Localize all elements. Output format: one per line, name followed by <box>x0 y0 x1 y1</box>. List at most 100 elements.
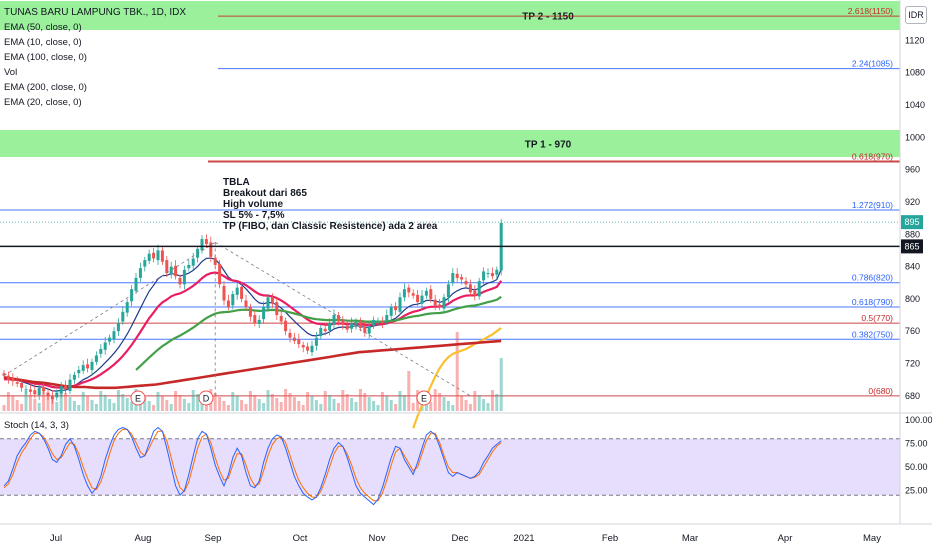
candle-body <box>28 389 32 392</box>
volume-bar <box>24 391 28 411</box>
candle-body <box>235 287 239 295</box>
candle-body <box>468 284 472 293</box>
candle-body <box>99 348 103 354</box>
candle-body <box>37 387 41 396</box>
volume-bar <box>156 392 160 411</box>
annotation-line: Breakout dari 865 <box>223 188 307 199</box>
volume-bar <box>451 405 455 411</box>
volume-bar <box>103 395 107 411</box>
stoch-tick-label: 100.00 <box>905 415 932 425</box>
stoch-band <box>0 438 900 496</box>
candle-body <box>134 277 138 291</box>
candle-body <box>253 315 257 324</box>
volume-bar <box>385 396 389 411</box>
candle-body <box>380 321 384 324</box>
time-tick-label: Nov <box>369 533 386 544</box>
ema20-line <box>4 271 503 389</box>
time-tick-label: Apr <box>778 533 793 544</box>
candle-body <box>288 332 292 338</box>
volume-bar <box>257 399 261 411</box>
candle-body <box>336 315 340 322</box>
candle-body <box>160 250 164 262</box>
candle-body <box>284 320 288 332</box>
candle-body <box>306 346 310 351</box>
candle-body <box>248 306 252 317</box>
currency-button[interactable]: IDR <box>905 6 927 24</box>
candle-body <box>240 286 244 299</box>
event-marker <box>416 390 432 406</box>
volume-bar <box>94 404 98 411</box>
volume-bar <box>345 394 349 411</box>
fib-level-label: 0(680) <box>868 386 893 396</box>
volume-bar <box>77 405 81 411</box>
volume-bar <box>477 395 481 411</box>
candle-body <box>442 297 446 309</box>
indicator-ema50[interactable]: EMA (50, close, 0) <box>4 22 82 33</box>
volume-bar <box>196 394 200 411</box>
candle-body <box>24 389 28 391</box>
volume-bar <box>226 405 230 411</box>
breakout-badge <box>901 239 923 254</box>
volume-bar <box>438 393 442 411</box>
volume-bar <box>64 393 68 411</box>
fib-level-label: 0.618(970) <box>852 152 893 162</box>
candle-body <box>42 386 46 391</box>
stoch-tick-label: 75.00 <box>905 439 928 449</box>
candle-body <box>314 337 318 346</box>
volume-bar <box>248 391 252 411</box>
volume-bar <box>482 399 486 411</box>
ema200-line <box>3 339 502 390</box>
candle-body <box>446 284 450 298</box>
volume-bar <box>323 391 327 411</box>
candle-body <box>358 321 362 328</box>
volume-bar <box>284 389 288 411</box>
event-marker <box>130 390 146 406</box>
volume-bar <box>116 390 120 411</box>
volume-bar <box>81 392 85 411</box>
indicator-ema10[interactable]: EMA (10, close, 0) <box>4 37 82 48</box>
candle-body <box>270 297 274 304</box>
volume-bar <box>59 389 63 411</box>
price-tick-label: 680 <box>905 391 920 401</box>
volume-bar <box>310 396 314 411</box>
time-tick-label: Sep <box>205 533 222 544</box>
annotation-line: High volume <box>223 199 284 210</box>
candle-body <box>363 326 367 333</box>
event-marker-label: D <box>203 394 210 404</box>
indicator-ema20[interactable]: EMA (20, close, 0) <box>4 97 82 108</box>
volume-bar <box>398 391 402 411</box>
candle-body <box>178 277 182 285</box>
price-tick-label: 880 <box>905 229 920 239</box>
time-tick-label: Mar <box>682 533 698 544</box>
volume-bar <box>394 404 398 411</box>
volume-bar <box>143 397 147 411</box>
volume-bar <box>160 396 164 411</box>
volume-bar <box>402 395 406 411</box>
candle-body <box>59 386 63 394</box>
stoch-legend[interactable]: Stoch (14, 3, 3) <box>4 420 69 431</box>
indicator-vol[interactable]: Vol <box>4 67 18 78</box>
candle-body <box>398 297 402 312</box>
volume-bar <box>222 401 226 411</box>
volume-bar <box>68 397 72 411</box>
indicator-ema200[interactable]: EMA (200, close, 0) <box>4 82 87 93</box>
candle-body <box>204 239 208 244</box>
fib-level-label: 0.786(820) <box>852 273 893 283</box>
candle-body <box>482 271 486 281</box>
volume-bar <box>33 399 37 411</box>
target-zone <box>0 130 900 157</box>
volume-bar <box>354 402 358 411</box>
indicator-ema100[interactable]: EMA (100, close, 0) <box>4 52 87 63</box>
candle-body <box>328 323 332 331</box>
volume-bar <box>213 393 217 411</box>
candle-body <box>165 260 169 274</box>
candle-body <box>147 253 151 261</box>
last-price-text: 895 <box>904 217 919 227</box>
candle-body <box>33 390 37 395</box>
time-tick-label: Aug <box>135 533 152 544</box>
symbol-title: TUNAS BARU LAMPUNG TBK., 1D, IDX <box>4 7 187 18</box>
candle-body <box>94 355 98 362</box>
fib-level-label: 0.382(750) <box>852 329 893 339</box>
candle-body <box>416 294 420 303</box>
